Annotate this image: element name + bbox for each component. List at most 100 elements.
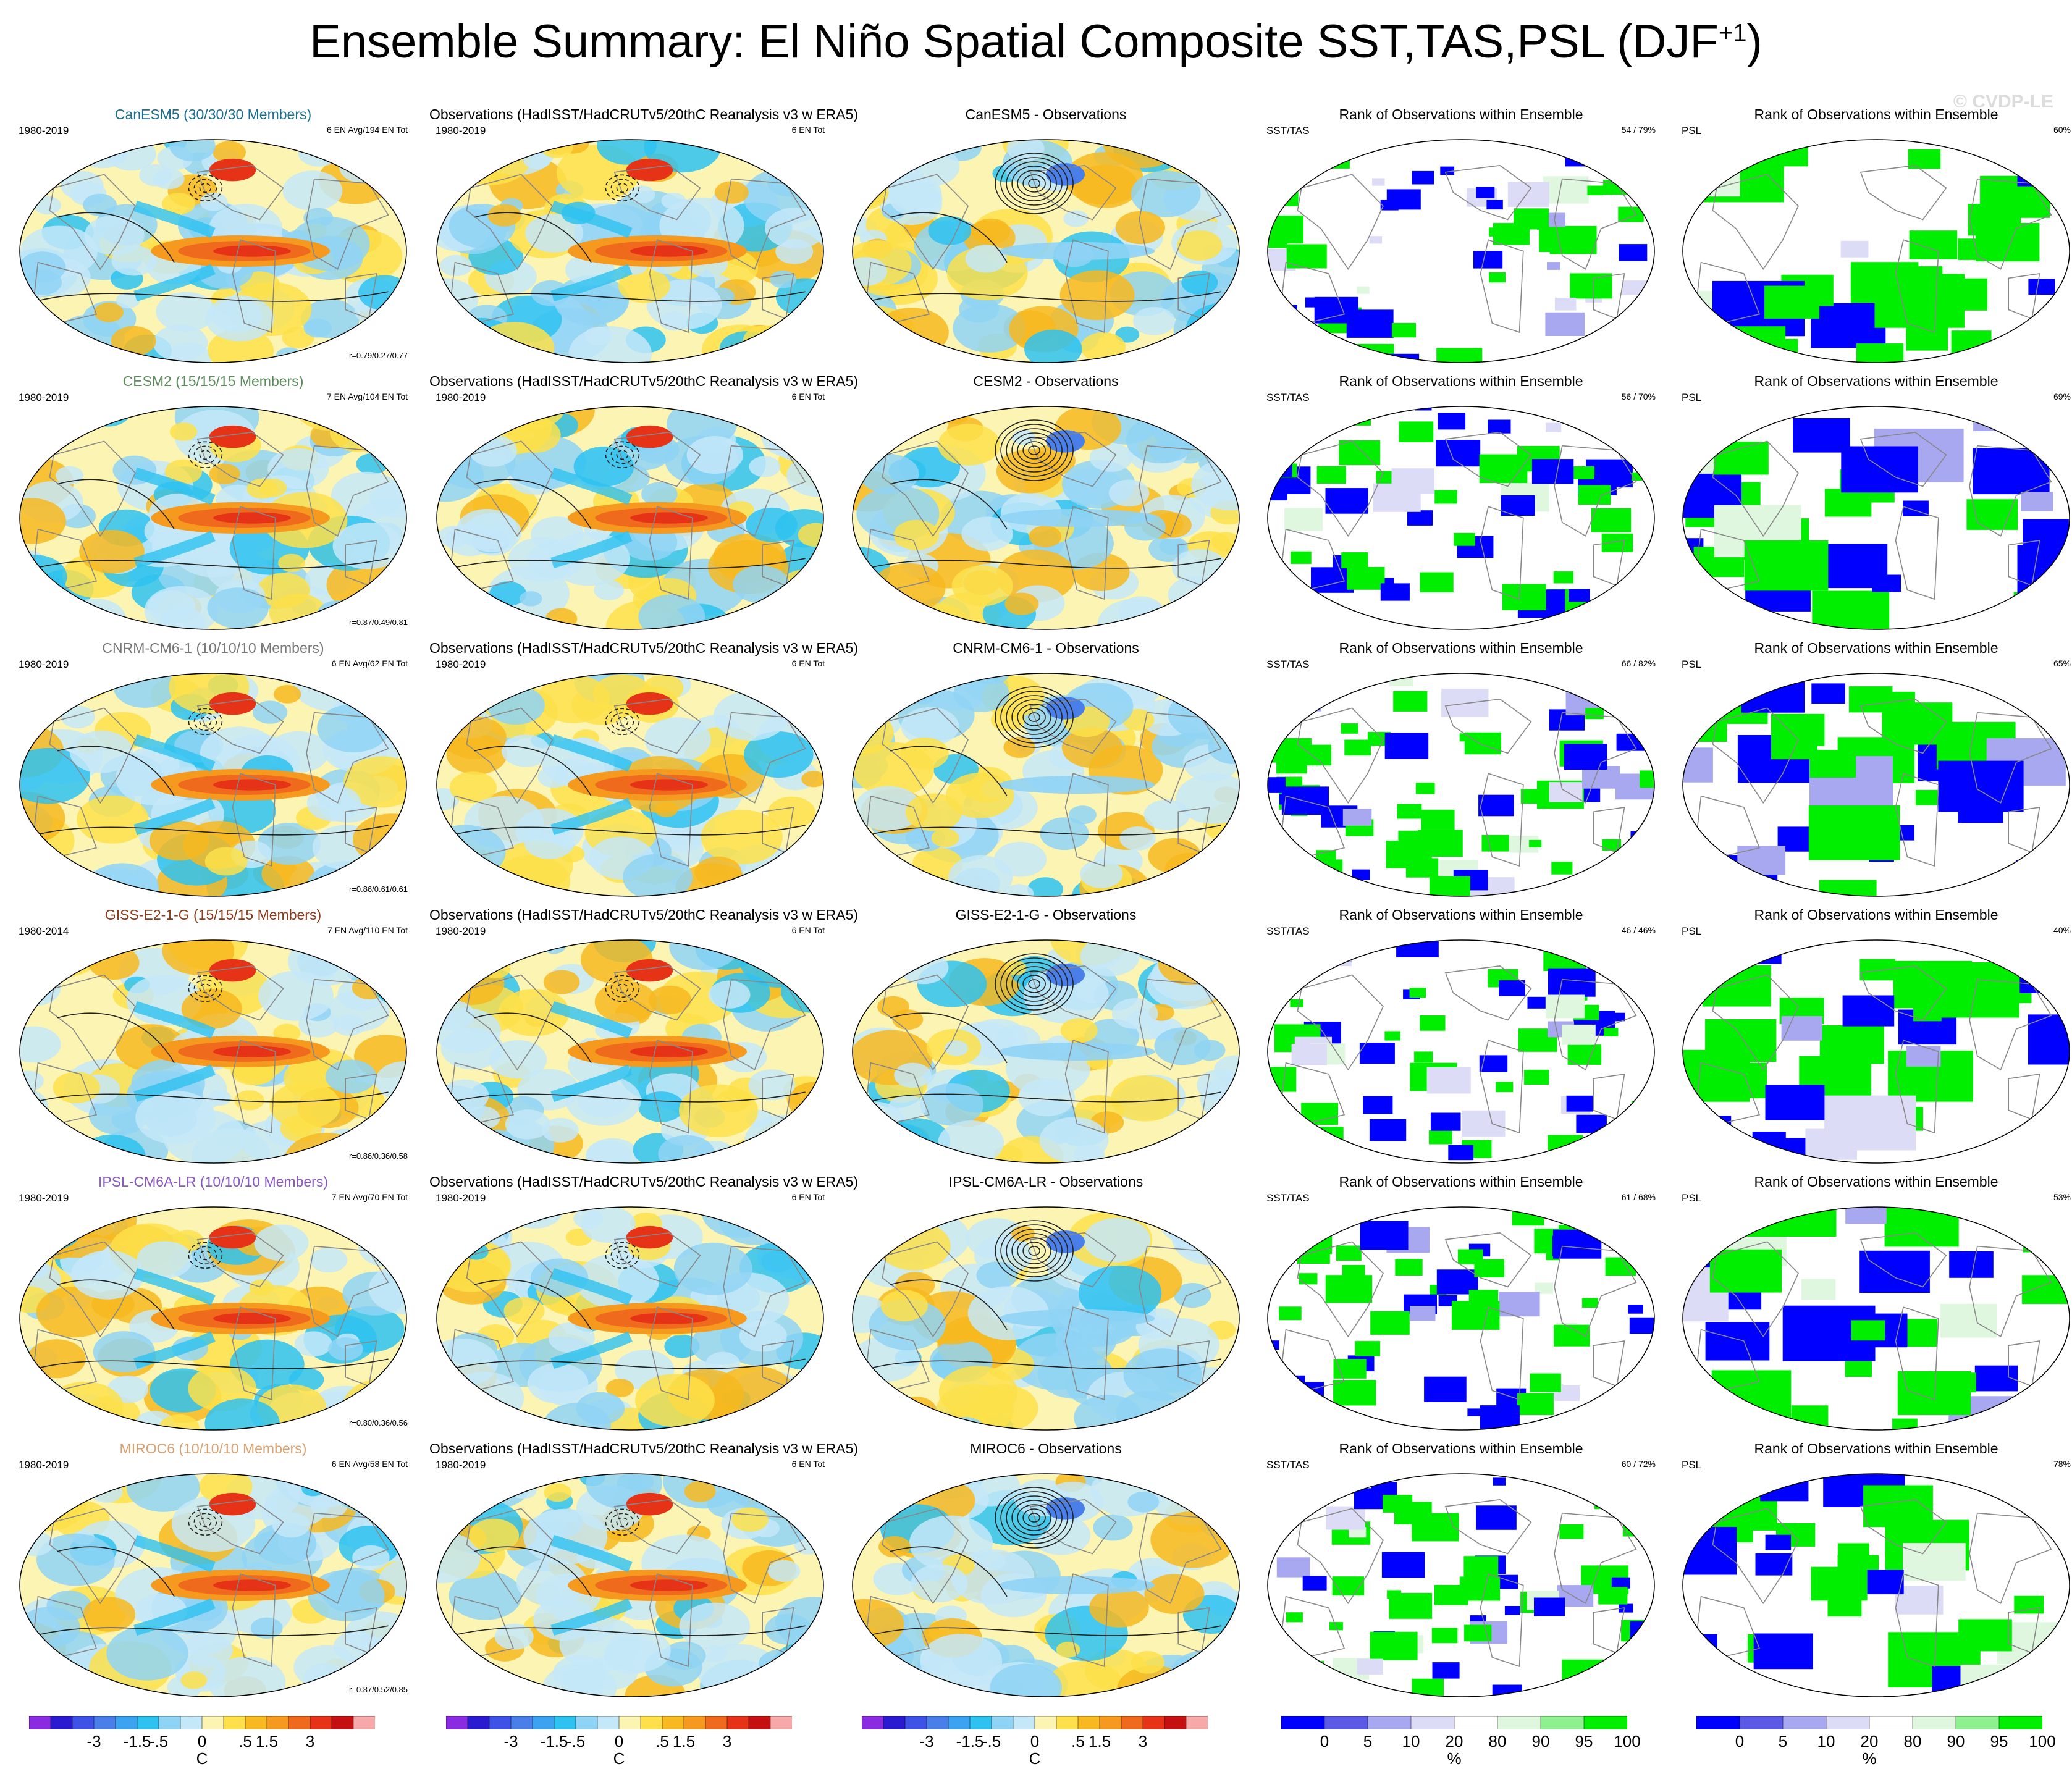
nino-hot-core bbox=[630, 1579, 708, 1591]
rank-block bbox=[1359, 1043, 1395, 1064]
map-2 bbox=[852, 939, 1240, 1164]
cold-horseshoe-north bbox=[133, 467, 216, 505]
rank-title: Rank of Observations within Ensemble bbox=[1339, 1440, 1583, 1456]
anomaly-blob bbox=[83, 193, 117, 217]
rank-block bbox=[1395, 1259, 1423, 1276]
anomaly-blob bbox=[19, 406, 62, 450]
psl-contour bbox=[995, 953, 1074, 1015]
pattern-correlation: r=0.87/0.49/0.81 bbox=[348, 618, 408, 627]
rank-percent: 60% bbox=[2053, 125, 2071, 135]
rank-block bbox=[1943, 1372, 1976, 1393]
continent-outline bbox=[1029, 1498, 1117, 1555]
continent-outline bbox=[1139, 712, 1222, 804]
map-field bbox=[1267, 940, 1654, 1164]
psl-contour bbox=[1017, 437, 1051, 464]
colorbar-unit: % bbox=[1447, 1749, 1462, 1768]
rank-block bbox=[1556, 1683, 1579, 1697]
rank-block bbox=[1823, 596, 1885, 630]
colorbar-swatch bbox=[726, 1715, 749, 1730]
anomaly-blob bbox=[1200, 952, 1232, 974]
anomaly-blob bbox=[953, 303, 1026, 353]
anomaly-blob bbox=[40, 1403, 91, 1431]
continent-outline bbox=[1281, 1595, 1346, 1658]
anomaly-blob bbox=[267, 448, 329, 489]
continent-outline bbox=[1712, 1508, 1799, 1605]
continent-outline bbox=[1712, 707, 1799, 804]
rank-block bbox=[1958, 1619, 2012, 1652]
psl-contour bbox=[1011, 1500, 1057, 1536]
rank-block bbox=[1545, 994, 1585, 1019]
anomaly-blob bbox=[1158, 943, 1221, 985]
rank-block bbox=[1811, 303, 1886, 348]
psl-contour bbox=[870, 1625, 1221, 1636]
anomaly-blob bbox=[877, 1221, 951, 1271]
anomaly-blob bbox=[1183, 407, 1211, 426]
cold-horseshoe-north bbox=[133, 1001, 216, 1039]
anomaly-blob bbox=[714, 691, 788, 741]
psl-contour bbox=[870, 291, 1221, 302]
event-count: 6 EN Avg/58 EN Tot bbox=[331, 1459, 408, 1469]
map-4 bbox=[1682, 406, 2070, 630]
colorbar-swatch bbox=[554, 1715, 576, 1730]
anomaly-blob bbox=[852, 406, 920, 436]
map-border bbox=[1682, 1206, 2070, 1431]
anomaly-blob bbox=[436, 970, 461, 994]
psl-contour bbox=[1006, 161, 1063, 206]
rank-title: Rank of Observations within Ensemble bbox=[1754, 106, 1998, 122]
anomaly-blob bbox=[46, 1381, 124, 1431]
anomaly-blob bbox=[1059, 270, 1135, 321]
rank-block bbox=[1845, 1207, 1887, 1224]
anomaly-blob bbox=[1060, 1018, 1098, 1043]
anomaly-blob bbox=[272, 1512, 310, 1538]
colorbar-tick: 1.5 bbox=[255, 1732, 279, 1750]
anomaly-blob bbox=[638, 1091, 684, 1122]
rank-block bbox=[1526, 625, 1540, 630]
anomaly-blob bbox=[269, 1082, 340, 1129]
rank-block bbox=[1805, 1128, 1857, 1160]
anomaly-blob bbox=[33, 1377, 57, 1393]
anomaly-blob bbox=[965, 245, 1008, 273]
psl-contour bbox=[1000, 691, 1068, 744]
rank-block bbox=[1339, 440, 1381, 466]
rank-block bbox=[1632, 1101, 1654, 1116]
anomaly-blob bbox=[635, 1374, 715, 1427]
rank-variable-label: SST/TAS bbox=[1266, 925, 1310, 937]
map-field bbox=[19, 406, 406, 630]
rank-block bbox=[1397, 804, 1422, 819]
north-america-warm bbox=[626, 425, 673, 448]
psl-contour bbox=[188, 174, 223, 202]
anomaly-blob bbox=[1111, 1075, 1180, 1122]
rank-variable-label: SST/TAS bbox=[1266, 1459, 1310, 1471]
anomaly-blob bbox=[1189, 1207, 1213, 1222]
continent-outline bbox=[723, 1245, 806, 1337]
anomaly-blob bbox=[990, 1663, 1062, 1697]
psl-contour bbox=[890, 212, 1008, 263]
continent-outline bbox=[306, 1245, 389, 1337]
map-1 bbox=[436, 1473, 824, 1697]
rank-percent: 69% bbox=[2053, 392, 2071, 401]
psl-contour bbox=[474, 1279, 592, 1330]
anomaly-blob bbox=[875, 308, 949, 357]
rank-block bbox=[1341, 552, 1368, 568]
psl-contour bbox=[1006, 1229, 1063, 1273]
rank-block bbox=[1486, 200, 1503, 210]
model-name: IPSL-CM6A-LR bbox=[98, 1174, 196, 1190]
colorbar-swatch bbox=[1121, 1715, 1143, 1730]
continent-outline bbox=[306, 1512, 389, 1604]
colorbar-swatch bbox=[180, 1715, 203, 1730]
psl-contour bbox=[455, 558, 806, 569]
anomaly-blob bbox=[111, 245, 158, 276]
psl-contour bbox=[1000, 1224, 1068, 1277]
continent-outline bbox=[1696, 1329, 1761, 1392]
colorbar-swatch bbox=[640, 1715, 663, 1730]
anomaly-blob bbox=[19, 673, 70, 718]
anomaly-blob bbox=[449, 771, 497, 803]
anomaly-blob bbox=[1126, 1207, 1150, 1220]
anomaly-blob bbox=[901, 707, 959, 746]
rank-block bbox=[1267, 167, 1296, 195]
colorbar-swatch bbox=[948, 1715, 971, 1730]
rank-block bbox=[1454, 532, 1475, 546]
anomaly-blob bbox=[250, 1617, 283, 1639]
rank-block bbox=[1602, 1477, 1645, 1503]
anomaly-blob bbox=[1027, 877, 1063, 897]
